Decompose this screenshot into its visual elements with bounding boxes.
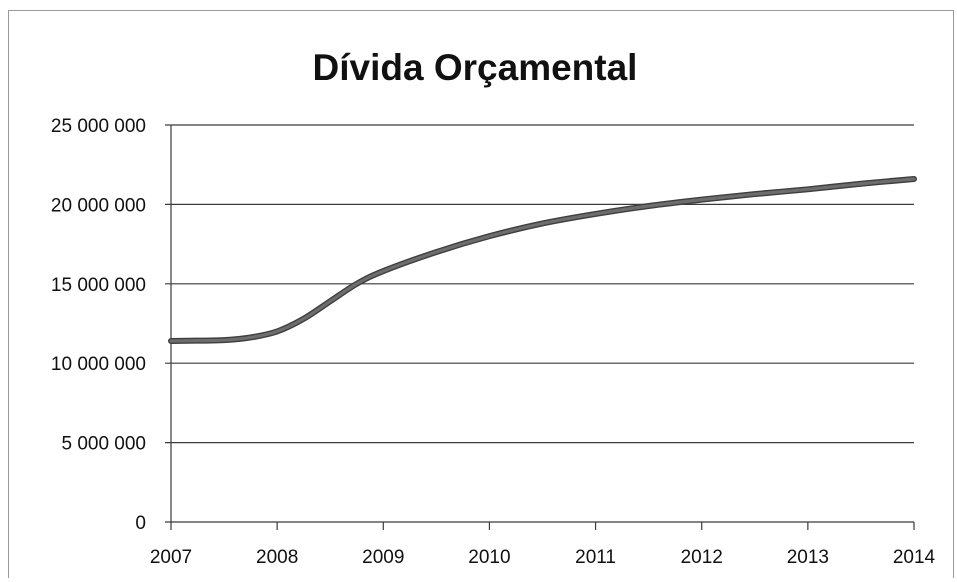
x-tick-label-0: 2007 xyxy=(150,547,192,568)
x-tick-label-2: 2009 xyxy=(362,547,404,568)
series-line-outline-0 xyxy=(168,175,917,344)
y-tick-label-5: 25 000 000 xyxy=(51,116,146,137)
x-tick-label-1: 2008 xyxy=(256,547,298,568)
chart-frame xyxy=(8,10,954,578)
x-tick-label-5: 2012 xyxy=(681,547,723,568)
chart-title: Dívida Orçamental xyxy=(313,47,638,88)
series-line-0 xyxy=(169,177,916,343)
x-tick-label-3: 2010 xyxy=(468,547,510,568)
y-tick-label-0: 0 xyxy=(135,513,146,534)
x-tick-label-6: 2013 xyxy=(787,547,829,568)
gridlines xyxy=(165,124,914,444)
x-tick-label-7: 2014 xyxy=(893,547,936,568)
axes xyxy=(165,125,915,530)
y-tick-label-1: 5 000 000 xyxy=(61,434,146,455)
y-tick-label-3: 15 000 000 xyxy=(51,275,146,296)
y-tick-label-2: 10 000 000 xyxy=(51,354,146,375)
series-layer xyxy=(168,175,917,344)
x-tick-label-4: 2011 xyxy=(575,547,616,568)
y-tick-label-4: 20 000 000 xyxy=(51,195,146,216)
tick-labels: 0 5 000 000 10 000 000 15 000 000 20 000 000… xyxy=(51,116,936,568)
